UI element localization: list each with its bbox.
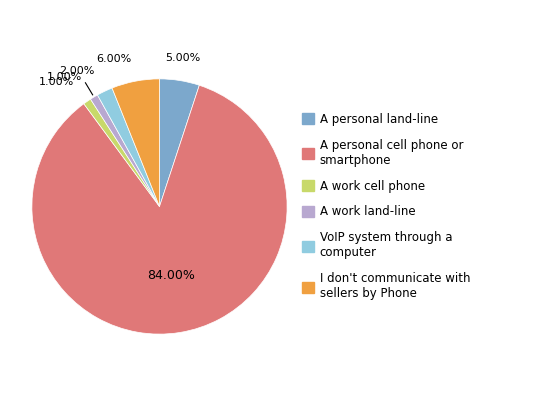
Wedge shape	[112, 79, 160, 206]
Text: 1.00%: 1.00%	[47, 72, 82, 82]
Text: 2.00%: 2.00%	[59, 66, 95, 76]
Legend: A personal land-line, A personal cell phone or
smartphone, A work cell phone, A : A personal land-line, A personal cell ph…	[302, 112, 470, 301]
Wedge shape	[32, 85, 287, 334]
Wedge shape	[160, 79, 199, 206]
Wedge shape	[97, 88, 160, 206]
Wedge shape	[84, 99, 160, 206]
Wedge shape	[91, 95, 160, 206]
Text: 84.00%: 84.00%	[147, 269, 195, 282]
Text: 1.00%: 1.00%	[39, 78, 74, 88]
Text: 6.00%: 6.00%	[96, 54, 131, 64]
Text: 5.00%: 5.00%	[166, 53, 201, 63]
